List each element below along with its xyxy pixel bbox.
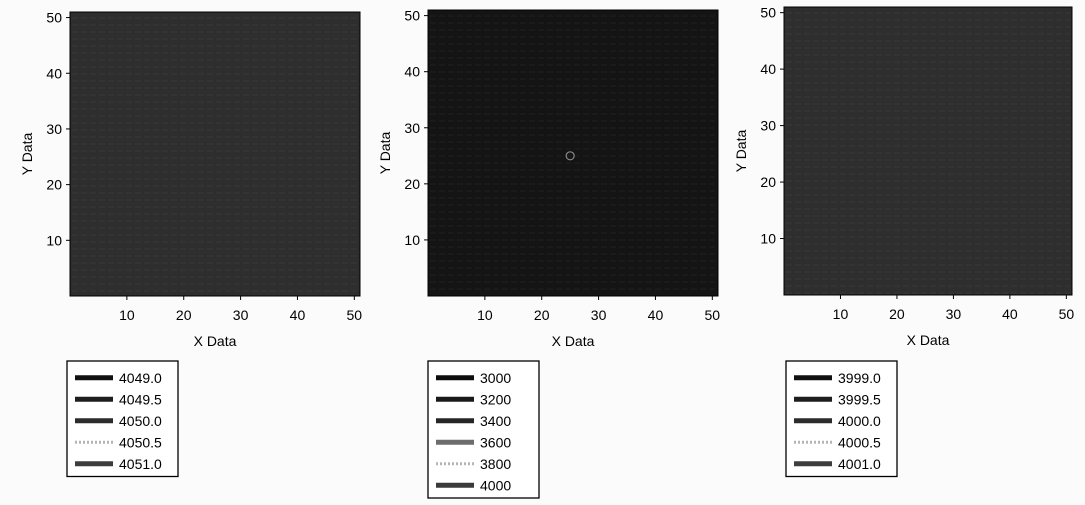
chart-2-y-tick-label: 10 bbox=[404, 232, 420, 248]
chart-3-legend-label: 3999.5 bbox=[838, 391, 881, 407]
chart-3-legend-label: 4001.0 bbox=[838, 456, 881, 472]
chart-1-legend: 4049.0 4049.5 4050.0 4050.5 4051.0 bbox=[66, 360, 179, 478]
chart-3-legend-label: 4000.5 bbox=[838, 434, 881, 450]
chart-3-legend-label: 4000.0 bbox=[838, 413, 881, 429]
chart-1-y-tick-label: 30 bbox=[46, 121, 62, 137]
chart-3-contour-texture bbox=[786, 12, 1070, 294]
chart-1-y-tick-label: 10 bbox=[46, 232, 62, 248]
chart-2-x-tick-label: 40 bbox=[648, 307, 664, 323]
chart-2-y-axis-label: Y Data bbox=[377, 132, 393, 175]
chart-2-legend-label: 3600 bbox=[480, 434, 511, 450]
chart-1-legend-label: 4051.0 bbox=[119, 456, 162, 472]
chart-3-legend: 3999.0 3999.5 4000.0 4000.5 4001.0 bbox=[785, 360, 898, 478]
chart-3-y-tick-label: 20 bbox=[760, 174, 776, 190]
chart-2-legend-box bbox=[427, 360, 540, 499]
chart-3-x-tick-label: 40 bbox=[1002, 306, 1018, 322]
chart-1-plot-area bbox=[69, 11, 361, 297]
chart-1-x-tick-label: 10 bbox=[119, 307, 135, 323]
chart-1-contour-texture bbox=[72, 17, 358, 292]
chart-2-contour-ring-1 bbox=[565, 151, 575, 161]
chart-3-x-tick-label: 10 bbox=[833, 306, 849, 322]
chart-1-x-tick-label: 30 bbox=[233, 307, 249, 323]
chart-1-legend-label: 4050.0 bbox=[119, 413, 162, 429]
chart-1-legend-label: 4049.0 bbox=[119, 370, 162, 386]
chart-2-x-tick-label: 20 bbox=[534, 307, 550, 323]
chart-1-x-tick-label: 40 bbox=[290, 307, 306, 323]
chart-1-x-axis-label: X Data bbox=[194, 333, 237, 349]
chart-3-legend-label: 3999.0 bbox=[838, 370, 881, 386]
chart-3-y-axis-label: Y Data bbox=[733, 130, 749, 173]
chart-2-y-tick-label: 20 bbox=[404, 176, 420, 192]
chart-2-legend: 3000 3200 3400 3600 3800 4000 bbox=[427, 360, 540, 499]
chart-3-y-tick-label: 30 bbox=[760, 118, 776, 134]
chart-2-x-tick-label: 30 bbox=[591, 307, 607, 323]
chart-1-x-tick-label: 20 bbox=[176, 307, 192, 323]
chart-3-y-tick-label: 50 bbox=[760, 5, 776, 21]
chart-2-legend-label: 3800 bbox=[480, 456, 511, 472]
chart-2-legend-label: 3000 bbox=[480, 370, 511, 386]
chart-2-contour-texture bbox=[430, 15, 716, 290]
chart-2-legend-label: 3200 bbox=[480, 391, 511, 407]
chart-2-y-tick-label: 30 bbox=[404, 120, 420, 136]
chart-3-x-tick-label: 30 bbox=[946, 306, 962, 322]
chart-3-x-axis-label: X Data bbox=[907, 332, 950, 348]
chart-2-x-tick-label: 50 bbox=[705, 307, 721, 323]
chart-2-legend-label: 4000 bbox=[480, 477, 511, 493]
chart-3-y-tick-label: 10 bbox=[760, 231, 776, 247]
chart-2-legend-label: 3400 bbox=[480, 413, 511, 429]
chart-3-x-tick-label: 20 bbox=[889, 306, 905, 322]
chart-1-y-tick-label: 40 bbox=[46, 65, 62, 81]
chart-2: 10 20 30 40 50 10 20 30 40 50 X Data Y Data 3000 3200… bbox=[377, 8, 721, 499]
chart-3-y-tick-label: 40 bbox=[760, 61, 776, 77]
chart-2-y-tick-label: 50 bbox=[404, 8, 420, 24]
chart-1-x-tick-label: 50 bbox=[347, 307, 363, 323]
chart-1-y-axis-label: Y Data bbox=[19, 133, 35, 176]
chart-2-x-tick-label: 10 bbox=[477, 307, 493, 323]
chart-1-y-tick-label: 20 bbox=[46, 177, 62, 193]
chart-2-y-tick-label: 40 bbox=[404, 64, 420, 80]
chart-1-legend-label: 4050.5 bbox=[119, 434, 162, 450]
chart-3-x-tick-label: 50 bbox=[1059, 306, 1075, 322]
chart-2-x-axis-label: X Data bbox=[552, 333, 595, 349]
chart-3-plot-area bbox=[783, 6, 1073, 296]
chart-1-legend-label: 4049.5 bbox=[119, 391, 162, 407]
chart-1-y-tick-label: 50 bbox=[46, 10, 62, 26]
